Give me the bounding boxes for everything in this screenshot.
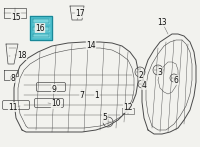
Text: 14: 14 [86, 41, 96, 50]
Polygon shape [33, 34, 49, 37]
Text: 11: 11 [8, 102, 18, 112]
Text: 17: 17 [75, 9, 85, 17]
Text: 10: 10 [51, 100, 61, 108]
Text: 12: 12 [123, 103, 133, 112]
Text: 13: 13 [157, 17, 167, 26]
Polygon shape [30, 16, 52, 40]
Text: 15: 15 [11, 12, 21, 21]
Text: 9: 9 [52, 85, 56, 93]
Polygon shape [33, 27, 49, 31]
Polygon shape [33, 19, 49, 23]
Text: 5: 5 [103, 113, 107, 122]
Text: 16: 16 [35, 24, 45, 32]
Text: 2: 2 [139, 71, 143, 80]
Text: 8: 8 [11, 74, 15, 82]
Text: 3: 3 [158, 67, 162, 76]
Text: 18: 18 [17, 51, 27, 60]
Text: 4: 4 [142, 81, 146, 90]
Text: 7: 7 [80, 91, 84, 100]
Text: 1: 1 [95, 91, 99, 100]
Text: 6: 6 [174, 76, 178, 85]
